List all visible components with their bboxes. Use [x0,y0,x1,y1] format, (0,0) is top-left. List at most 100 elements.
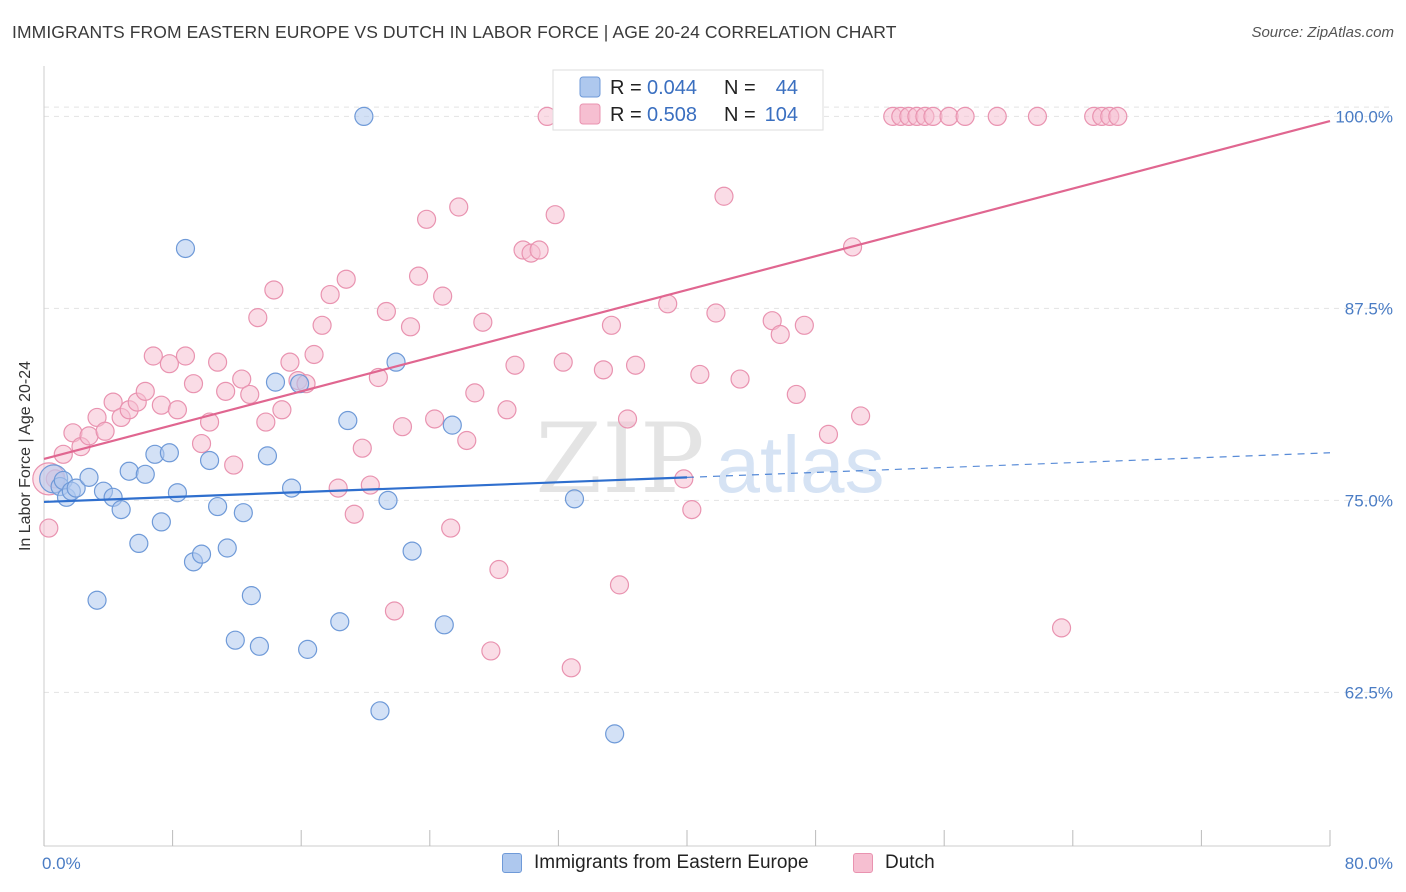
dutch-point-14 [151,395,171,415]
dutch-point-79 [714,186,734,206]
dutch-point-5 [79,426,99,446]
dutch-point-99 [1051,618,1072,638]
legend-n-label-1: N = [724,77,756,99]
dutch-point-58 [505,355,525,375]
dutch-trend-line [43,119,1331,460]
y-tick-label-2: 87.5% [1345,299,1393,318]
dutch-point-40 [360,475,380,495]
dutch-point-26 [248,308,268,328]
eastern-europe-point-34 [338,410,358,431]
eastern-europe-point-12 [129,533,149,554]
dutch-point-35 [320,284,340,305]
dutch-point-64 [553,352,573,372]
dutch-point-54 [473,312,493,332]
dutch-point-22 [216,381,236,401]
eastern-europe-trend-line [43,476,688,504]
dutch-point-63 [545,205,565,225]
dutch-point-23 [224,455,244,475]
eastern-europe-point-43 [605,724,625,744]
dutch-point-75 [674,469,694,489]
dutch-point-57 [497,400,517,420]
y-tick-label-1: 75.0% [1345,491,1393,510]
eastern-europe-point-7 [87,590,107,610]
dutch-point-17 [175,346,196,366]
dutch-point-21 [208,352,228,372]
eastern-europe-point-16 [159,443,179,463]
dutch-point-97 [987,106,1007,127]
dutch-point-12 [135,381,155,401]
eastern-europe-point-10 [111,500,131,520]
eastern-europe-point-17 [167,483,188,503]
eastern-europe-point-42 [564,489,585,509]
x-tick-label-min: 0.0% [42,854,81,873]
eastern-europe-point-26 [241,586,261,606]
dutch-point-72 [625,355,646,375]
dutch-point-33 [304,344,324,365]
legend-r-label-1: R = [610,77,642,99]
eastern-europe-point-30 [281,478,302,498]
dutch-point-43 [384,601,405,621]
dutch-point-103 [1108,106,1128,127]
dutch-point-83 [786,384,806,405]
legend-n-value-1: 44 [776,77,798,99]
eastern-europe-point-15 [151,512,171,532]
bottom-legend: Immigrants from Eastern Europe Dutch [0,852,1406,878]
watermark-atlas: atlas [716,420,885,509]
eastern-europe-point-23 [217,538,237,558]
legend-box: R = 0.044 N = 44 R = 0.508 N = 104 [552,69,824,131]
eastern-europe-point-24 [225,630,245,650]
eastern-europe-point-29 [265,372,286,392]
dutch-point-15 [159,354,179,374]
trend-lines [43,119,1331,504]
dutch-point-95 [939,106,959,127]
chart-source: Source: ZipAtlas.com [1251,24,1394,41]
dutch-point-53 [465,383,485,403]
dutch-point-52 [457,430,477,451]
dutch-point-56 [489,559,509,580]
bottom-legend-item-blue: Immigrants from Eastern Europe [502,852,809,874]
dutch-point-46 [408,266,429,286]
dutch-point-37 [336,269,356,289]
y-tick-label-0: 62.5% [1345,683,1393,702]
legend-n-label-2: N = [724,104,756,126]
bottom-legend-item-pink: Dutch [853,852,935,874]
eastern-europe-point-20 [191,544,212,564]
dutch-point-0 [39,518,59,538]
legend-r-value-2: 0.508 [647,104,697,126]
dutch-point-19 [191,433,212,454]
dutch-point-27 [256,412,276,432]
eastern-europe-point-11 [119,461,139,481]
dutch-point-86 [818,424,839,444]
dutch-point-39 [352,438,372,458]
x-tick-label-max: 80.0% [1345,854,1393,873]
eastern-europe-point-41 [442,415,462,435]
dutch-point-88 [851,406,871,426]
dutch-point-8 [103,392,123,412]
axes [43,66,1331,847]
dutch-point-78 [706,303,726,323]
dutch-point-84 [794,315,814,335]
eastern-europe-point-39 [402,541,422,561]
eastern-europe-point-40 [434,615,454,635]
dutch-point-13 [143,346,163,366]
dutch-point-48 [425,409,445,429]
dutch-points [32,106,1128,678]
dutch-point-34 [312,315,332,335]
eastern-europe-point-21 [199,450,220,471]
dutch-point-45 [400,317,421,337]
legend-n-value-2: 104 [765,104,798,126]
dutch-point-65 [561,658,581,678]
eastern-europe-point-33 [330,612,350,632]
legend-swatch-pink [579,103,601,125]
y-tick-label-3: 100.0% [1335,107,1393,126]
dutch-point-36 [328,478,348,498]
dutch-point-16 [167,400,188,420]
eastern-europe-point-22 [208,496,228,517]
eastern-europe-trend-extension [686,452,1331,478]
dutch-point-80 [730,369,750,389]
dutch-point-55 [481,641,501,661]
eastern-europe-point-36 [370,701,390,721]
bottom-legend-swatch-blue [502,853,522,873]
dutch-point-42 [376,301,396,322]
